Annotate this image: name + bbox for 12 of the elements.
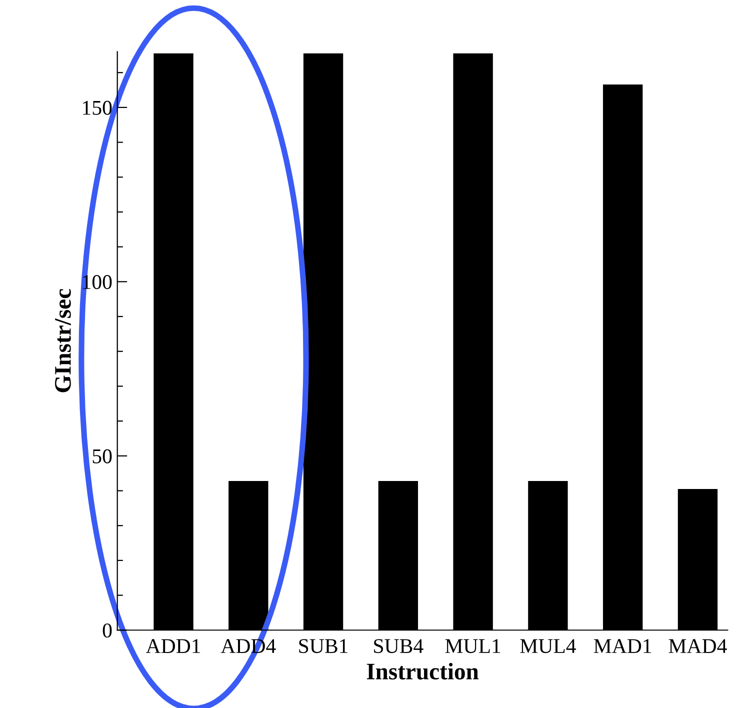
x-tick-label: MAD4 (668, 639, 727, 653)
x-tick-label: SUB4 (374, 639, 424, 654)
x-axis-title: Instruction (366, 662, 479, 680)
x-tick-label: ADD1 (146, 639, 200, 653)
y-tick-label: 50 (92, 449, 112, 464)
x-tick-label: SUB1 (299, 639, 348, 654)
x-tick-label: MAD1 (594, 639, 652, 653)
y-tick-label: 150 (83, 100, 112, 115)
y-tick-label: 0 (102, 623, 112, 638)
y-axis-title: GInstr/sec (55, 289, 71, 392)
x-tick-label: MUL1 (445, 639, 500, 654)
x-tick-label: MUL4 (520, 639, 576, 654)
